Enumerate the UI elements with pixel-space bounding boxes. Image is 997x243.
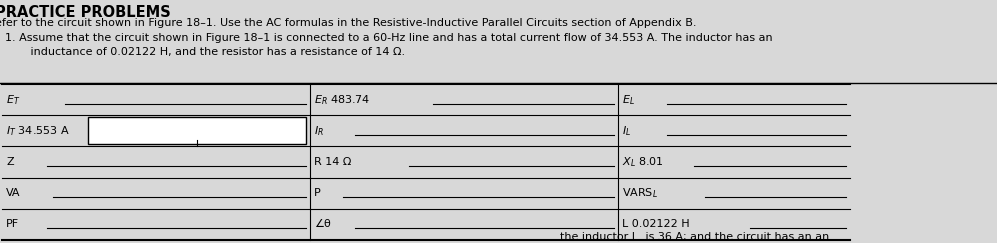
Text: $E_L$: $E_L$ — [622, 93, 635, 106]
Text: ∠θ: ∠θ — [314, 219, 331, 229]
Text: efer to the circuit shown in Figure 18–1. Use the AC formulas in the Resistive-I: efer to the circuit shown in Figure 18–1… — [0, 18, 697, 28]
Text: inductance of 0.02122 H, and the resistor has a resistance of 14 Ω.: inductance of 0.02122 H, and the resisto… — [20, 47, 405, 57]
Text: $E_T$: $E_T$ — [6, 93, 20, 106]
Text: $I_L$: $I_L$ — [622, 124, 631, 138]
Text: $E_R$ 483.74: $E_R$ 483.74 — [314, 93, 370, 106]
Text: Z: Z — [6, 157, 14, 167]
Text: PF: PF — [6, 219, 19, 229]
Text: the inductor I   is 36 A; and the circuit has an an: the inductor I is 36 A; and the circuit … — [560, 232, 830, 242]
Text: P: P — [314, 188, 321, 198]
Text: VA: VA — [6, 188, 21, 198]
Text: $I_R$: $I_R$ — [314, 124, 324, 138]
Text: 1. Assume that the circuit shown in Figure 18–1 is connected to a 60-Hz line and: 1. Assume that the circuit shown in Figu… — [5, 33, 773, 43]
Text: R 14 Ω: R 14 Ω — [314, 157, 351, 167]
Bar — [88, 117, 306, 144]
Text: L 0.02122 H: L 0.02122 H — [622, 219, 690, 229]
Text: $I_T$ 34.553 A: $I_T$ 34.553 A — [6, 124, 70, 138]
Text: $X_L$ 8.01: $X_L$ 8.01 — [622, 155, 664, 169]
Text: VARS$_L$: VARS$_L$ — [622, 186, 658, 200]
Text: PRACTICE PROBLEMS: PRACTICE PROBLEMS — [0, 5, 170, 20]
